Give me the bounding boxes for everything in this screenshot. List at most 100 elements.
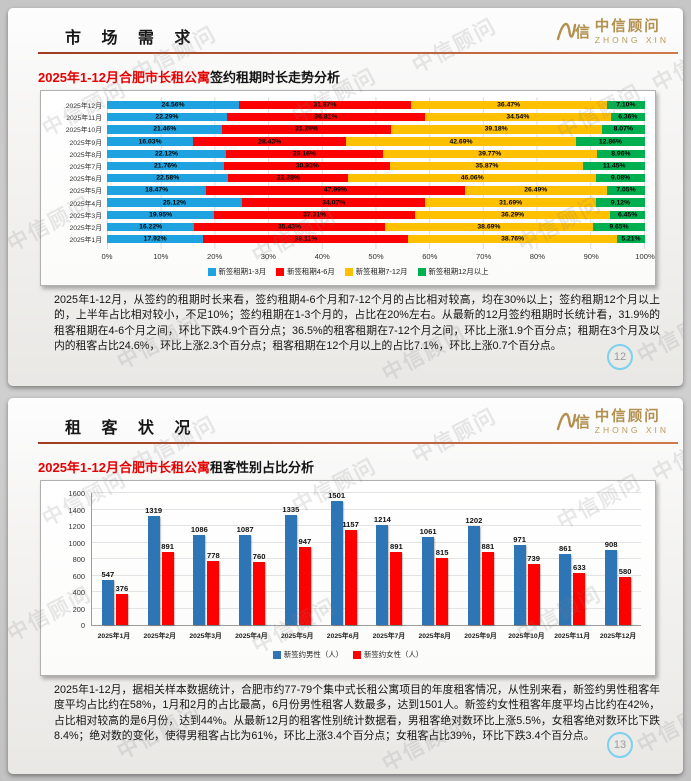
- bar-segment: 21.76%: [107, 161, 225, 171]
- bar-value-label: 38.11%: [294, 235, 318, 243]
- bar-track: 24.56% 31.87% 36.47% 7.10%: [107, 100, 645, 110]
- chart-title-tenant-gender: 2025年1-12月合肥市长租公寓租客性别占比分析: [38, 457, 314, 476]
- stacked-bar-row: 2025年12月 24.56% 31.87% 36.47% 7.10%: [49, 99, 645, 111]
- category-label: 2025年11月: [66, 115, 102, 123]
- bar-value-label: 28.43%: [258, 138, 282, 146]
- bar-segment: 26.49%: [464, 186, 608, 195]
- bar-value-label: 8.07%: [613, 125, 633, 133]
- bar-value-label: 947: [298, 536, 312, 546]
- male-bar: 1501: [328, 491, 345, 625]
- legend-label: 新签租期4-6月: [287, 267, 335, 276]
- bar-segment: 37.31%: [214, 210, 416, 219]
- bar-value-label: 26.49%: [524, 186, 548, 194]
- male-bar: 908: [605, 540, 617, 625]
- bar-value-label: 5.21%: [621, 235, 641, 243]
- bar-value-label: 12.86%: [598, 138, 622, 146]
- x-axis-tick: 50%: [368, 252, 384, 261]
- bar-value-label: 38.69%: [477, 223, 501, 231]
- bar-value-label: 8.96%: [611, 150, 631, 158]
- bar-value-label: 1319: [145, 506, 163, 516]
- bar-group: 1214 891: [367, 493, 413, 625]
- lease-term-stacked-chart: 2025年12月 24.56% 31.87% 36.47% 7.10% 2025年11月 2…: [40, 90, 656, 286]
- stacked-bar-row: 2025年10月 21.46% 31.29% 39.18% 8.07%: [49, 123, 645, 135]
- page-number-badge: 12: [607, 344, 633, 370]
- brand-logo: 信 中信顾问 ZHONG XIN: [556, 407, 669, 438]
- legend-label: 新签约男性（人）: [283, 650, 343, 659]
- watermark-text: 中信顾问: [408, 404, 501, 469]
- bar-value-label: 17.92%: [143, 235, 167, 243]
- stacked-bar-row: 2025年7月 21.76% 30.93% 35.87% 11.45%: [49, 160, 646, 172]
- bar-segment: 31.29%: [222, 125, 391, 134]
- bar-value-label: 971: [513, 534, 526, 544]
- x-axis-label: 2025年5月: [280, 633, 314, 640]
- bar-value-label: 36.81%: [314, 113, 338, 121]
- x-axis-label: 2025年6月: [326, 633, 360, 640]
- bar-segment: 9.12%: [595, 198, 645, 207]
- female-bar: 376: [116, 584, 128, 625]
- gridline: [92, 558, 641, 559]
- bar-segment: 25.12%: [107, 198, 243, 207]
- brand-name-cn: 中信顾问: [594, 408, 661, 425]
- bar-segment: 28.43%: [193, 137, 347, 146]
- legend-item: 新签约女性（人）: [353, 649, 423, 660]
- x-axis-label: 2025年9月: [464, 633, 497, 640]
- chart-title-rest: 租客性别占比分析: [209, 460, 314, 475]
- bar-value-label: 1501: [328, 491, 346, 501]
- x-axis-tick: 90%: [583, 252, 599, 261]
- bar-group: 861 633: [550, 493, 596, 625]
- legend-swatch: [353, 650, 361, 659]
- female-bar: 815: [436, 548, 448, 625]
- bar-groups: 547 376 1319 891 1086 778 1087 760 1335 947 1501 11…: [92, 491, 641, 625]
- chart-legend: 新签约男性（人） 新签约女性（人）: [41, 649, 655, 660]
- gridline: [92, 525, 641, 526]
- bar-value-label: 22.58%: [156, 174, 180, 182]
- female-bar: 891: [161, 542, 174, 625]
- bar-segment: 16.22%: [107, 222, 195, 232]
- gridline: [92, 508, 641, 510]
- header-divider: [38, 52, 678, 54]
- bar-value-label: 739: [527, 554, 540, 564]
- bar-value-label: 9.65%: [609, 223, 629, 231]
- bar-value-label: 891: [390, 541, 403, 551]
- x-axis-tick: 100%: [635, 252, 655, 261]
- y-axis-tick: 1600: [68, 489, 85, 498]
- bar-segment: 36.81%: [226, 113, 425, 122]
- bar-group: 908 580: [595, 493, 641, 625]
- male-bar: 547: [102, 570, 114, 625]
- category-label: 2025年4月: [69, 200, 103, 208]
- male-bar: 1202: [465, 516, 482, 625]
- brand-logo-icon: 信: [556, 407, 590, 438]
- category-label: 2025年6月: [69, 176, 103, 184]
- bar-segment: 22.29%: [107, 113, 227, 122]
- bar-track: 22.12% 29.16% 39.77% 8.96%: [107, 149, 645, 159]
- bar-value-label: 25.12%: [163, 199, 187, 207]
- category-label: 2025年3月: [69, 212, 103, 220]
- category-label: 2025年9月: [69, 139, 103, 147]
- bar-value-label: 34.54%: [506, 113, 530, 121]
- legend-label: 新签租期12月以上: [428, 267, 489, 276]
- svg-text:信: 信: [575, 23, 590, 41]
- x-axis-tick: 30%: [260, 252, 276, 261]
- bar-segment: 42.69%: [346, 137, 576, 146]
- bar-segment: 38.11%: [203, 234, 409, 244]
- bar-segment: 34.54%: [424, 113, 611, 122]
- bar-segment: 22.28%: [228, 174, 349, 183]
- category-label: 2025年5月: [69, 188, 103, 196]
- category-label: 2025年1月: [69, 237, 103, 245]
- bar-track: 16.03% 28.43% 42.69% 12.86%: [107, 137, 645, 146]
- bar-segment: 35.43%: [194, 222, 385, 232]
- stacked-bar-row: 2025年9月 16.03% 28.43% 42.69% 12.86%: [49, 136, 645, 148]
- bar-segment: 6.45%: [610, 210, 645, 219]
- male-bar: 861: [559, 544, 572, 625]
- bar-value-label: 580: [618, 567, 632, 577]
- bar-value-label: 1335: [282, 504, 300, 514]
- bar-segment: 9.65%: [593, 222, 645, 232]
- bar-value-label: 7.05%: [616, 186, 636, 194]
- male-bar: 1335: [282, 505, 299, 625]
- bar-segment: 24.56%: [107, 100, 240, 110]
- legend-swatch: [272, 650, 281, 659]
- bar-value-label: 891: [161, 541, 174, 551]
- bar-value-label: 22.12%: [154, 150, 179, 158]
- female-bar: 891: [390, 542, 403, 625]
